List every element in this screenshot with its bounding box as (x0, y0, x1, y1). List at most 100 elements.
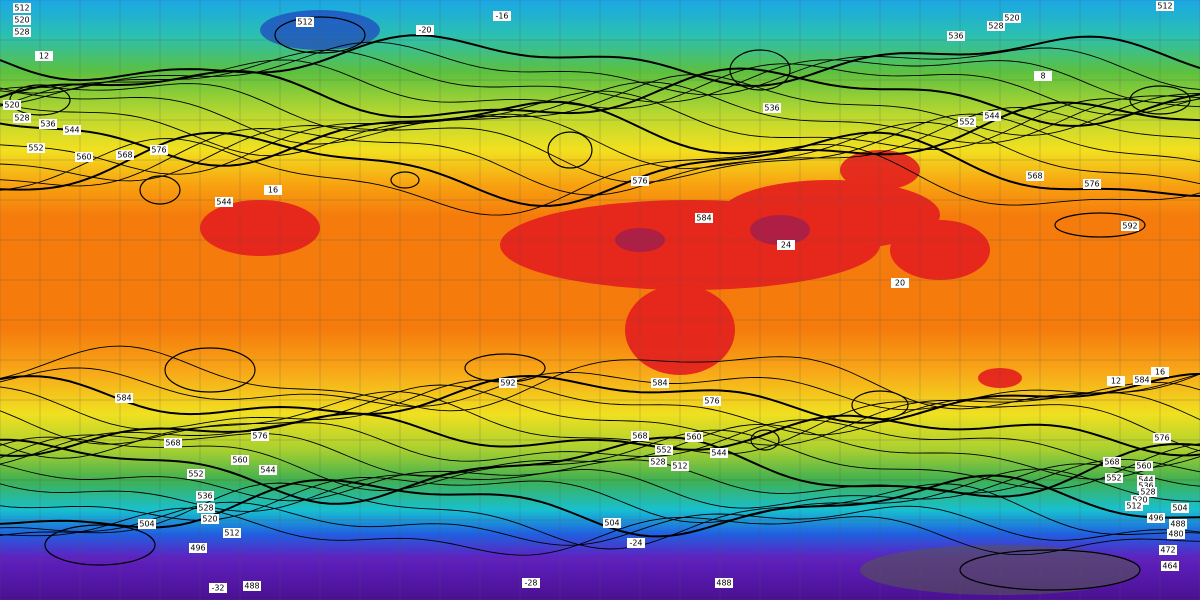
height-label: 512 (672, 462, 687, 471)
height-label: 512 (224, 529, 239, 538)
height-label: 568 (165, 439, 180, 448)
height-label: 584 (696, 214, 711, 223)
height-label-box (1137, 481, 1155, 491)
contour-line (0, 458, 1200, 502)
closed-contour (164, 347, 256, 393)
height-label: 512 (297, 18, 312, 27)
height-label-box (1147, 513, 1165, 523)
closed-contour (750, 429, 780, 451)
height-label-box (189, 543, 207, 553)
height-label: 544 (64, 126, 79, 135)
contour-line (0, 391, 1200, 459)
height-label-box (13, 15, 31, 25)
height-label-box (1083, 179, 1101, 189)
contour-line (0, 90, 1200, 157)
height-label: 584 (116, 394, 131, 403)
closed-contour (851, 390, 909, 420)
height-label: 528 (1140, 488, 1155, 497)
closed-contour (274, 16, 366, 54)
contour-line (0, 34, 1200, 87)
height-label-box (1105, 473, 1123, 483)
height-label: 504 (139, 520, 154, 529)
height-label-box (138, 519, 156, 529)
temperature-label: -16 (495, 12, 508, 21)
height-label-box (671, 461, 689, 471)
height-label-box (3, 100, 21, 110)
height-label: 576 (252, 432, 267, 441)
height-label-box (1003, 13, 1021, 23)
height-label: 568 (1104, 458, 1119, 467)
height-label-box (603, 518, 621, 528)
height-label: 560 (76, 153, 91, 162)
height-label: 584 (1134, 376, 1149, 385)
height-label: 568 (632, 432, 647, 441)
height-label: 520 (1004, 14, 1019, 23)
temperature-label-box (35, 51, 53, 61)
height-label-box (1169, 519, 1187, 529)
height-label-box (39, 119, 57, 129)
height-label: 544 (1138, 476, 1153, 485)
height-label-box (1103, 457, 1121, 467)
temperature-label: 16 (268, 186, 278, 195)
height-label: 592 (1122, 222, 1137, 231)
height-label-box (187, 469, 205, 479)
height-label-box (13, 27, 31, 37)
height-label: 560 (1136, 462, 1151, 471)
height-label-box (987, 21, 1005, 31)
closed-contour (1129, 85, 1191, 115)
temperature-label-box (777, 240, 795, 250)
closed-contour (44, 524, 156, 566)
temperature-label: -24 (629, 539, 642, 548)
contour-line (0, 412, 1200, 457)
height-label-box (685, 432, 703, 442)
height-label: 520 (14, 16, 29, 25)
height-label-box (695, 213, 713, 223)
height-label: 536 (197, 492, 212, 501)
height-label: 536 (40, 120, 55, 129)
height-label-box (116, 150, 134, 160)
height-label-box (115, 393, 133, 403)
height-label-box (710, 448, 728, 458)
height-label: 544 (260, 466, 275, 475)
height-label: 488 (1170, 520, 1185, 529)
temperature-label: 20 (895, 279, 905, 288)
contour-line (0, 423, 1200, 480)
height-label-box (1139, 487, 1157, 497)
height-label: 488 (716, 579, 731, 588)
height-label-box (983, 111, 1001, 121)
height-label: 576 (704, 397, 719, 406)
contour-line (0, 419, 1200, 469)
height-label: 496 (190, 544, 205, 553)
height-label-box (1133, 375, 1151, 385)
height-label-box (1159, 545, 1177, 555)
height-label: 592 (500, 379, 515, 388)
contour-line (0, 372, 1200, 424)
height-label-box (231, 455, 249, 465)
temperature-label-box (1151, 367, 1169, 377)
temperature-label-box (416, 25, 434, 35)
height-label-box (259, 465, 277, 475)
height-label: 552 (959, 118, 974, 127)
temperature-label-box (264, 185, 282, 195)
height-label: 568 (117, 151, 132, 160)
height-label-box (947, 31, 965, 41)
height-label-box (651, 378, 669, 388)
height-label: 504 (1172, 504, 1187, 513)
height-label-box (150, 145, 168, 155)
height-label: 512 (14, 4, 29, 13)
contour-line (0, 345, 1200, 412)
temperature-label-box (1034, 71, 1052, 81)
height-label: 528 (988, 22, 1003, 31)
temperature-label-box (1107, 376, 1125, 386)
height-label-box (164, 438, 182, 448)
height-label-box (243, 581, 261, 591)
height-label-box (655, 445, 673, 455)
closed-contour (729, 49, 791, 91)
height-label: 560 (232, 456, 247, 465)
contour-line (0, 474, 1200, 538)
height-contours (0, 16, 1200, 591)
contour-line (0, 429, 1200, 491)
height-label-box (715, 578, 733, 588)
